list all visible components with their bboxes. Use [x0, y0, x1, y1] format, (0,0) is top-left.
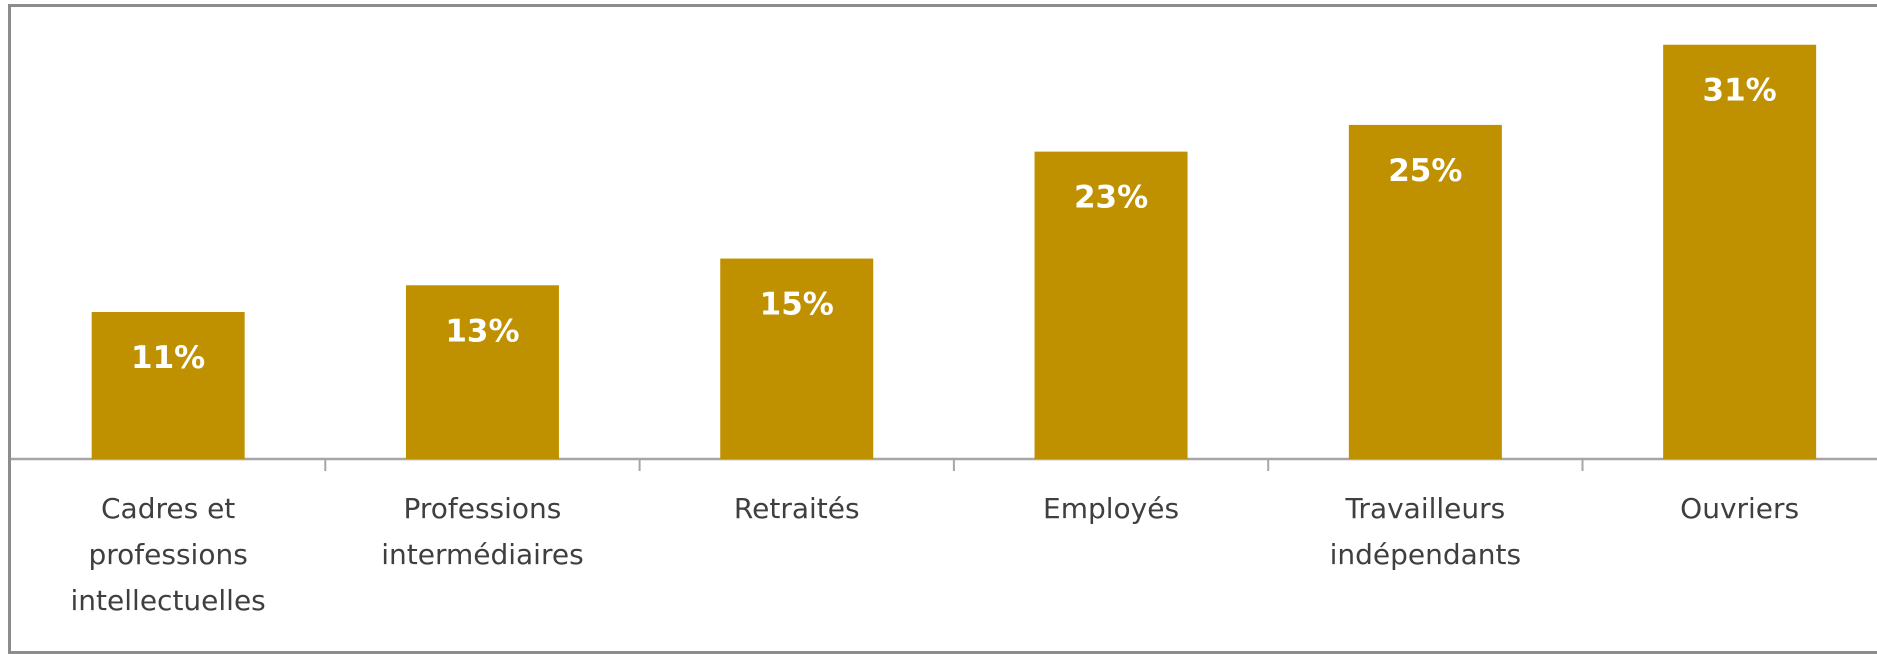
category-label-line: indépendants [1330, 538, 1522, 571]
category-label: Retraités [734, 492, 860, 525]
category-label-line: Professions [403, 492, 561, 525]
category-label-line: professions [88, 538, 247, 571]
category-label: Ouvriers [1680, 492, 1799, 525]
category-label: Cadres et professions intellectuelles [71, 492, 266, 617]
data-label: 11% [131, 340, 205, 376]
category-label-line: Cadres et [101, 492, 235, 525]
bar [720, 258, 874, 459]
category-label: Employés [1043, 492, 1179, 525]
category-label-line: Ouvriers [1680, 492, 1799, 525]
chart-frame [8, 4, 1877, 654]
bar [1663, 44, 1817, 460]
category-label-line: intermédiaires [381, 538, 583, 571]
bar [1348, 124, 1502, 459]
data-label: 23% [1074, 180, 1148, 216]
category-label-line: Employés [1043, 492, 1179, 525]
data-label: 13% [445, 313, 519, 349]
category-label-line: Travailleurs [1344, 492, 1505, 525]
category-label-line: Retraités [734, 492, 860, 525]
bar [1034, 151, 1188, 460]
category-label: Travailleurs indépendants [1330, 492, 1522, 571]
bar [91, 312, 245, 459]
category-label-line: intellectuelles [71, 584, 266, 617]
data-label: 25% [1388, 153, 1462, 189]
data-label: 31% [1703, 73, 1777, 109]
bar [405, 285, 559, 459]
data-label: 15% [760, 287, 834, 323]
category-label: Professions intermédiaires [381, 492, 583, 571]
